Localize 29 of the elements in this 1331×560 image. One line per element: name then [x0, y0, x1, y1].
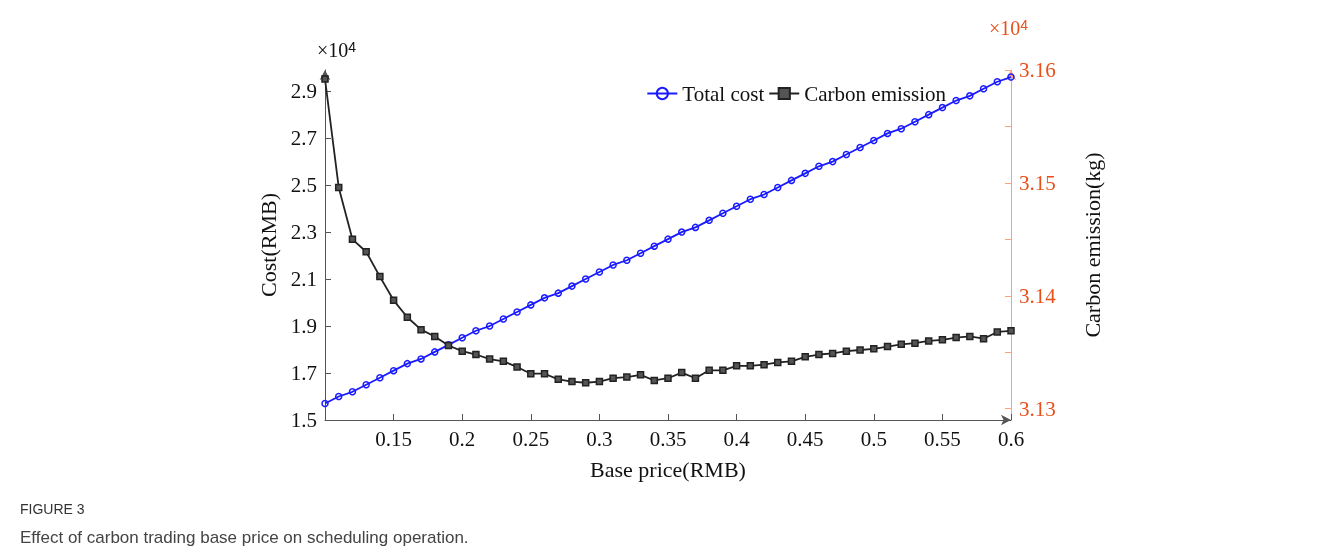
- caption: FIGURE 3: [20, 501, 85, 517]
- x-tick-label: 0.35: [649, 426, 687, 451]
- x-tick-label: 0.4: [723, 426, 751, 451]
- y-tick-label: 2.3: [290, 220, 317, 245]
- y2-tick-label: 3.14: [1019, 283, 1057, 308]
- x-tick-label: 0.15: [375, 426, 412, 451]
- y-tick-label: 1.7: [290, 361, 317, 386]
- x-tick-label: 0.6: [997, 426, 1025, 451]
- x-tick-label: 0.3: [586, 426, 613, 451]
- y-tick-label: 1.9: [290, 314, 317, 339]
- y2-tick-label: 3.16: [1019, 58, 1056, 82]
- y2-axis-title: Carbon emission(kg): [1079, 152, 1105, 338]
- y-tick-label: 2.1: [290, 267, 317, 292]
- x-axis-title: Base price(RMB): [590, 456, 746, 482]
- x-tick-label: 0.2: [449, 426, 476, 451]
- legend-label: Total cost: [682, 81, 765, 106]
- x-tick-label: 0.5: [860, 426, 887, 451]
- y2-tick-label: 3.15: [1019, 170, 1056, 195]
- y2-tick-label: 3.13: [1019, 396, 1056, 421]
- x-tick-label: 0.25: [512, 426, 550, 451]
- y-tick-label: 2.7: [290, 126, 317, 151]
- x-tick-label: 0.45: [786, 426, 824, 451]
- y-axis-title: Cost(RMB): [256, 193, 282, 297]
- y-tick-label: 1.5: [290, 408, 317, 432]
- text: Effect of carbon trading base price on scheduling operation.: [20, 528, 469, 547]
- legend-label: Carbon emission: [804, 81, 947, 106]
- x-tick-label: 0.55: [924, 426, 961, 451]
- y-tick-label: 2.9: [290, 79, 317, 104]
- y-tick-label: 2.5: [290, 173, 317, 198]
